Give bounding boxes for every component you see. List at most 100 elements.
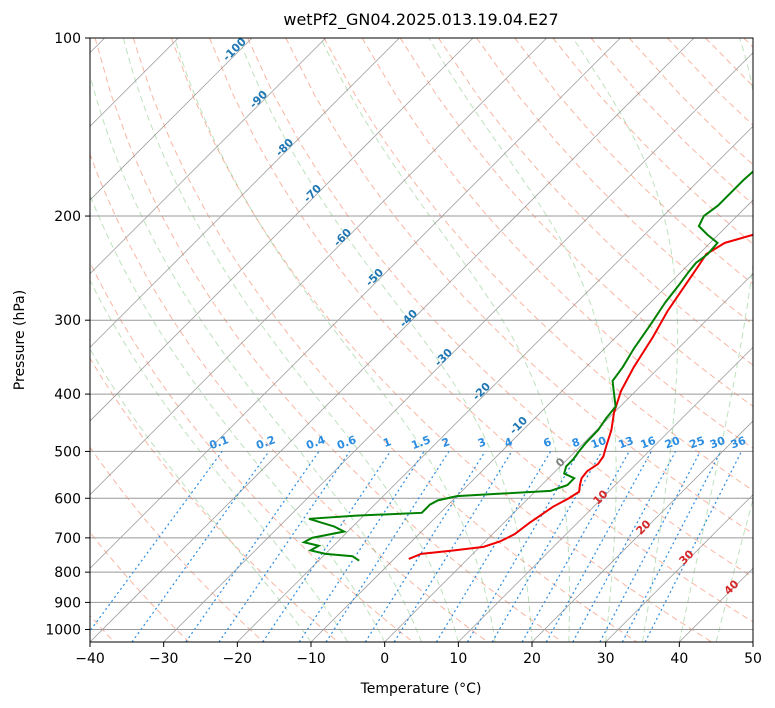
moist-adiabat-line (238, 38, 533, 642)
profile-line (301, 170, 753, 562)
dry-adiabat-line (132, 38, 638, 642)
mixing-ratio-line (218, 451, 351, 642)
isotherm-line (90, 38, 547, 496)
isotherm-line (90, 38, 621, 569)
mixing-ratio-label: 30 (708, 434, 727, 452)
moist-adiabat-line (174, 38, 496, 642)
isotherm-line (237, 125, 753, 642)
mixing-ratio-line (644, 451, 743, 642)
mixing-ratio-label: 0.2 (254, 433, 277, 452)
dry-adiabat-line (476, 38, 753, 326)
isotherm-line (90, 38, 253, 201)
mixing-ratio-line (545, 451, 652, 642)
y-tick-label: 600 (54, 491, 81, 507)
isotherm-line (605, 494, 753, 642)
y-tick-label: 300 (54, 313, 81, 329)
mixing-ratio-label: 16 (639, 434, 658, 452)
mixing-ratio-label: 1 (381, 435, 393, 450)
mixing-ratio-line (491, 451, 603, 642)
isotherm-line (90, 38, 695, 642)
mixing-ratio-line (262, 451, 391, 642)
mixing-ratio-line (599, 451, 701, 642)
mixing-ratio-label: 0.1 (208, 433, 231, 452)
mixing-ratio-label: 0.6 (335, 433, 358, 452)
mixing-ratio-line (572, 451, 677, 642)
moist-adiabat-line (90, 279, 349, 642)
isotherm-line (458, 346, 753, 642)
mixing-ratio-label: 1.5 (410, 433, 433, 452)
y-tick-label: 900 (54, 595, 81, 611)
dry-adiabat-line (90, 152, 488, 642)
x-axis-ticks: −40 −30 −20 −10 0 10 20 30 40 50 (75, 642, 762, 667)
dry-adiabat-line (323, 38, 753, 492)
moist-adiabat-line (90, 193, 386, 642)
x-tick-label: 10 (449, 651, 467, 667)
plot-frame (89, 37, 754, 643)
mixing-ratio-line (466, 451, 580, 642)
mixing-ratio-label: 0.4 (304, 433, 327, 452)
x-axis-label: Temperature (°C) (360, 681, 482, 697)
dry-adiabat-line (209, 38, 753, 623)
mixing-ratio-label: 36 (729, 434, 748, 452)
dry-adiabat-line (285, 38, 753, 535)
mixing-ratio-labels: 0.1 0.2 0.4 0.6 1 1.5 2 3 4 6 8 10 13 16 20 25 30 36 (208, 433, 748, 452)
isotherm-line (163, 52, 753, 642)
moist-adiabat-line (678, 38, 753, 642)
x-tick-label: 40 (670, 651, 688, 667)
mixing-ratio-label: 20 (663, 434, 682, 452)
dry-adiabat-line (94, 38, 563, 642)
y-tick-label: 800 (54, 565, 81, 581)
mixing-ratio-line (185, 451, 320, 642)
mixing-ratio-line (521, 451, 630, 642)
isotherm-line (90, 38, 400, 348)
isotherm-line (90, 38, 326, 275)
dry-adiabat-line (170, 38, 712, 642)
y-axis-ticks: 100 200 300 400 500 600 700 800 900 1000 (45, 31, 90, 638)
x-tick-label: 20 (523, 651, 541, 667)
y-tick-label: 400 (54, 387, 81, 403)
mixing-ratio-label: 10 (589, 434, 608, 452)
mixing-ratio-line (621, 451, 722, 642)
mixing-ratio-label: 2 (440, 435, 452, 450)
chart-title: wetPf2_GN04.2025.013.19.04.E27 (283, 10, 558, 30)
y-tick-label: 100 (54, 31, 81, 47)
dry-adiabat-line (90, 446, 264, 642)
x-tick-label: 50 (744, 651, 762, 667)
dry-adiabat-line (247, 38, 753, 578)
mixing-ratio-label: 4 (503, 435, 515, 450)
mixing-ratio-label: 8 (570, 435, 582, 450)
y-tick-label: 200 (54, 209, 81, 225)
mixing-ratio-label: 6 (542, 435, 554, 450)
y-tick-label: 1000 (45, 622, 81, 638)
x-tick-label: 0 (380, 651, 389, 667)
y-tick-label: 700 (54, 531, 81, 547)
moist-adiabat-line (90, 73, 422, 642)
x-tick-label: 30 (597, 651, 615, 667)
y-axis-label: Pressure (hPa) (12, 290, 28, 390)
x-tick-label: −10 (296, 651, 326, 667)
grid-lines (90, 38, 753, 642)
isotherm-line (384, 273, 753, 642)
mixing-ratio-label: 13 (617, 434, 636, 451)
y-tick-label: 500 (54, 444, 81, 460)
dry-adiabat-line (438, 38, 753, 366)
mixing-ratio-label: 3 (476, 435, 488, 450)
mixing-ratio-line (131, 451, 270, 642)
x-tick-label: −30 (149, 651, 179, 667)
profile-lines (301, 170, 753, 562)
moist-adiabat-line (572, 38, 679, 642)
moist-adiabat-line (715, 497, 753, 642)
mixing-ratio-label: 25 (688, 434, 707, 451)
moist-adiabat-line (428, 38, 617, 642)
isotherm-line (90, 38, 474, 422)
isotherm-line (531, 420, 753, 642)
profile-line (408, 233, 753, 560)
isotherm-line (310, 199, 753, 642)
moist-adiabat-line (122, 38, 459, 642)
mixing-ratio-line (393, 451, 513, 642)
mixing-ratio-line (435, 451, 552, 642)
x-tick-label: −20 (223, 651, 253, 667)
x-tick-label: −40 (75, 651, 105, 667)
dry-adiabat-line (399, 38, 753, 408)
